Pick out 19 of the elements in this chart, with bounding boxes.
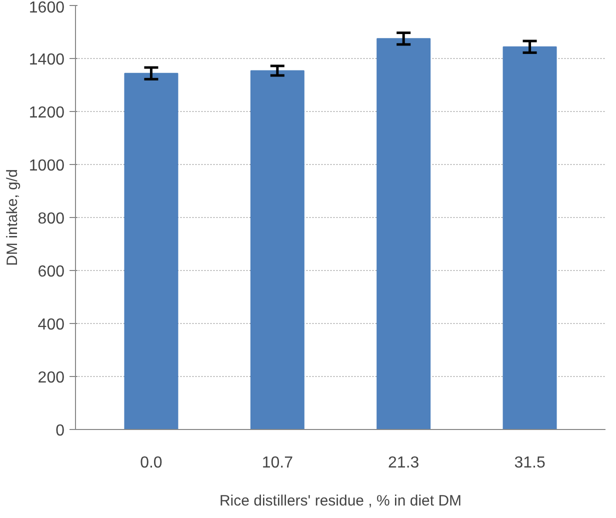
bar [250,70,304,430]
y-tick-label: 1200 [28,104,65,122]
y-tick-label: 1000 [28,158,65,174]
y-tick-label: 800 [38,210,65,228]
x-tick-label: 31.5 [514,454,546,472]
bar [502,46,557,430]
y-tick-label: 1400 [28,52,65,68]
x-tick-label: 0.0 [140,454,162,472]
y-tick-label: 600 [38,264,65,280]
y-tick-label: 1600 [28,0,65,16]
y-tick-label: 0 [56,422,65,440]
x-tick-label: 10.7 [262,454,294,472]
y-tick-label: 200 [38,370,65,386]
bar [124,72,178,430]
x-tick-label: 21.3 [388,454,420,472]
y-axis-title: DM intake, g/d [4,169,21,266]
y-tick-label: 400 [38,316,65,334]
bar [376,38,431,430]
x-axis-title: Rice distillers' residue , % in diet DM [219,492,462,510]
